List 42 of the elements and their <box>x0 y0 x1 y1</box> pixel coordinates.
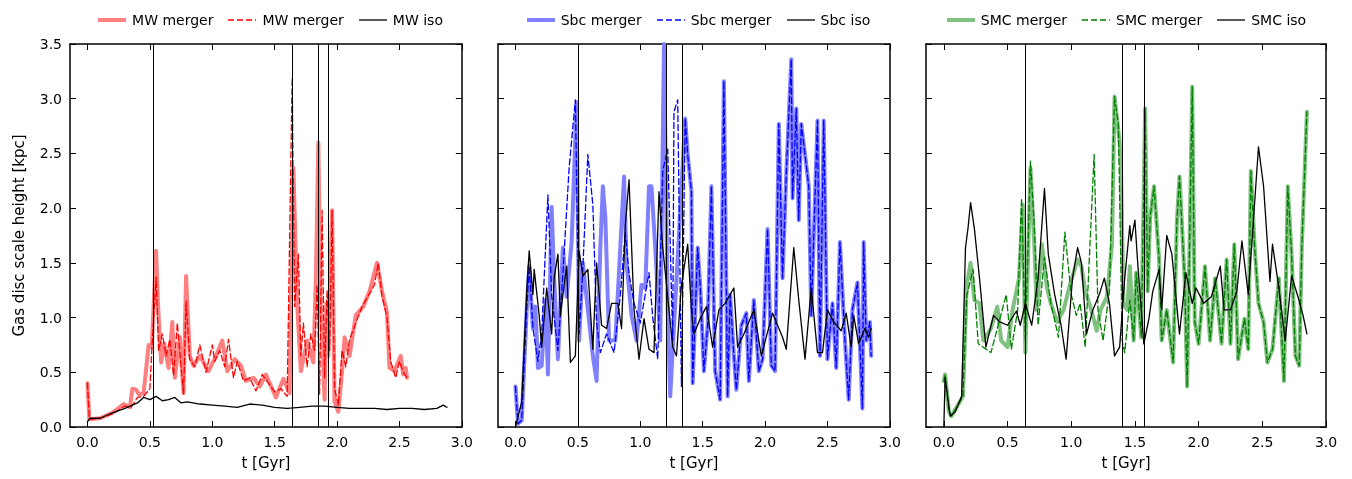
legend-label: SMC merger <box>980 12 1068 28</box>
y-tick-label: 2.0 <box>39 200 62 217</box>
x-tick-label: 3.0 <box>450 434 473 450</box>
x-tick-label: 0.0 <box>932 434 955 450</box>
x-tick-label: 0.0 <box>504 434 527 450</box>
x-tick-label: 0.0 <box>76 434 99 450</box>
y-tick-label: 0.5 <box>39 364 62 381</box>
x-tick-label: 0.5 <box>138 434 161 450</box>
x-tick-label: 3.0 <box>1314 434 1338 450</box>
legend-label: Sbc merger <box>690 12 772 28</box>
x-tick-label: 3.0 <box>878 434 901 450</box>
x-axis-title: t [Gyr] <box>241 453 291 472</box>
y-tick-label: 3.5 <box>39 36 62 52</box>
x-axis-title: t [Gyr] <box>1101 453 1151 472</box>
legend-label: MW iso <box>392 12 443 28</box>
legend-label: SMC iso <box>1251 12 1307 28</box>
legend-label: MW merger <box>132 12 214 28</box>
legend-label: MW merger <box>262 12 344 28</box>
x-axis-title: t [Gyr] <box>669 453 719 472</box>
legend-label: SMC merger <box>1116 12 1203 28</box>
x-tick-label: 0.5 <box>996 434 1019 450</box>
y-tick-label: 3.0 <box>39 90 62 107</box>
x-tick-label: 1.5 <box>691 434 714 450</box>
x-tick-label: 2.5 <box>816 434 839 450</box>
x-tick-label: 0.5 <box>566 434 589 450</box>
x-tick-label: 2.0 <box>1187 434 1210 450</box>
x-tick-label: 2.0 <box>325 434 349 450</box>
y-tick-label: 1.0 <box>39 309 62 326</box>
legend-label: Sbc merger <box>560 12 642 28</box>
x-tick-label: 2.5 <box>1251 434 1274 450</box>
y-axis-title: Gas disc scale height [kpc] <box>9 134 28 337</box>
x-tick-label: 1.0 <box>201 434 224 450</box>
y-tick-label: 2.5 <box>39 145 62 162</box>
y-tick-label: 1.5 <box>39 254 62 271</box>
x-tick-label: 1.5 <box>263 434 286 450</box>
legend-label: Sbc iso <box>820 12 871 28</box>
y-tick-label: 0.0 <box>39 419 62 435</box>
x-tick-label: 1.0 <box>629 434 652 450</box>
x-tick-label: 1.5 <box>1123 434 1147 450</box>
x-tick-label: 2.5 <box>388 434 411 450</box>
x-tick-label: 2.0 <box>753 434 777 450</box>
x-tick-label: 1.0 <box>1060 434 1083 450</box>
